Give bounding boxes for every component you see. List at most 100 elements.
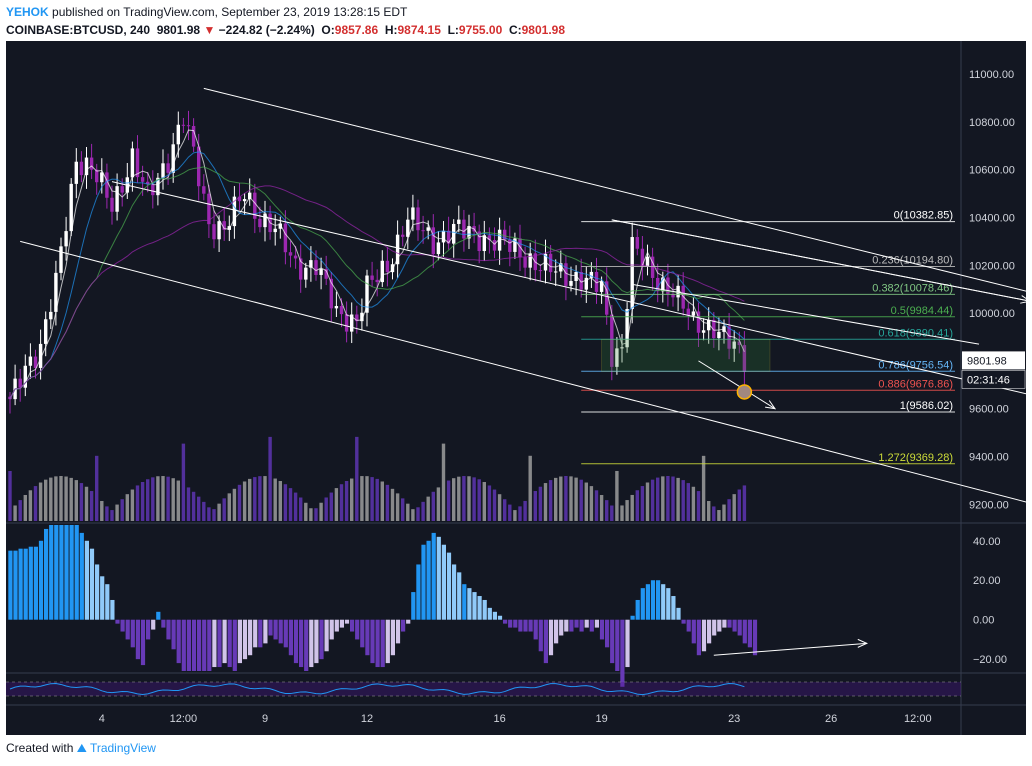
candle-body	[248, 192, 252, 200]
candle-body	[130, 148, 135, 178]
candle-body	[656, 277, 660, 292]
macd-bar	[140, 619, 146, 666]
time-tick-label: 26	[825, 713, 837, 725]
macd-bar	[324, 619, 329, 652]
macd-bar	[232, 619, 237, 671]
volume-bar	[589, 486, 594, 521]
candle-body	[344, 314, 349, 332]
volume-bar	[691, 486, 696, 521]
time-tick-label: 12	[361, 713, 373, 725]
candle-body	[365, 275, 369, 313]
macd-bar	[18, 548, 23, 620]
candle-body	[717, 331, 721, 339]
volume-bar	[135, 485, 140, 521]
volume-bar	[33, 486, 38, 521]
macd-bar	[528, 619, 533, 632]
volume-bar	[467, 476, 471, 521]
down-triangle-icon: ▼	[203, 23, 216, 37]
candle-body	[23, 365, 27, 388]
chart-canvas[interactable]: 9200.009400.009600.009800.0010000.001020…	[6, 41, 1026, 735]
candle-body	[599, 281, 604, 292]
volume-bar	[242, 481, 247, 521]
candle-body	[339, 306, 344, 315]
candle-body	[222, 221, 226, 230]
macd-bar	[605, 619, 610, 648]
candle-body	[732, 341, 736, 349]
candle-body	[727, 326, 731, 349]
macd-bar	[487, 607, 492, 620]
candle-body	[176, 124, 180, 145]
volume-bar	[171, 478, 175, 521]
volume-bar	[176, 480, 180, 521]
candle-body	[620, 347, 624, 349]
macd-bar	[411, 592, 416, 620]
volume-bar	[365, 476, 369, 521]
volume-bar	[253, 477, 257, 521]
volume-bar	[416, 507, 420, 521]
volume-bar	[452, 478, 456, 521]
candle-body	[28, 356, 33, 366]
macd-bar	[278, 619, 283, 644]
macd-bar	[732, 619, 737, 632]
price-tick-label: 10000.00	[969, 308, 1015, 320]
candle-body	[635, 237, 639, 249]
candle-body	[166, 163, 170, 173]
macd-bar	[380, 619, 385, 668]
candle-body	[202, 186, 206, 194]
candle-body	[523, 257, 527, 268]
candle-body	[610, 314, 614, 367]
volume-bar	[69, 477, 73, 521]
volume-bar	[100, 500, 104, 521]
macd-bar	[69, 525, 74, 620]
volume-bar	[110, 510, 114, 521]
macd-bar	[722, 619, 727, 628]
time-tick-label: 19	[595, 713, 607, 725]
candle-body	[146, 181, 150, 185]
macd-bar	[574, 619, 579, 628]
candle-body	[309, 260, 313, 268]
publisher-name[interactable]: YEHOK	[6, 5, 49, 19]
macd-bar	[462, 584, 467, 620]
candle-body	[89, 157, 94, 170]
volume-bar	[237, 484, 242, 521]
volume-bar	[28, 490, 33, 521]
candle-body	[584, 277, 588, 290]
macd-bar	[202, 619, 207, 671]
macd-bar	[742, 619, 747, 644]
volume-bar	[620, 505, 624, 521]
volume-bar	[462, 476, 466, 521]
macd-bar	[554, 619, 559, 644]
candle-body	[589, 271, 594, 278]
candle-body	[380, 260, 384, 283]
fib-level-label: 1.272(9369.28)	[878, 452, 953, 464]
chart-area[interactable]: 9200.009400.009600.009800.0010000.001020…	[6, 41, 1026, 735]
volume-bar	[181, 443, 186, 521]
volume-bar	[732, 494, 736, 521]
volume-bar	[89, 491, 94, 521]
volume-bar	[645, 482, 650, 521]
volume-bar	[309, 508, 313, 521]
volume-bar	[151, 477, 155, 521]
candle-body	[237, 196, 242, 202]
macd-bar	[28, 546, 33, 620]
macd-bar	[130, 619, 135, 648]
candle-body	[329, 278, 333, 309]
high-value: 9874.15	[397, 23, 441, 37]
macd-bar	[135, 619, 140, 660]
volume-bar	[436, 487, 441, 521]
candle-body	[742, 345, 747, 372]
macd-bar	[191, 619, 197, 671]
macd-bar	[691, 619, 696, 644]
macd-bar	[589, 619, 594, 632]
macd-bar	[406, 619, 411, 624]
tradingview-brand[interactable]: TradingView	[89, 741, 156, 755]
volume-bar	[457, 476, 461, 521]
fib-level-label: 0.382(10078.46)	[872, 282, 953, 294]
macd-bar	[334, 619, 339, 632]
volume-bar	[202, 501, 206, 521]
fib-level-label: 0.786(9756.54)	[878, 359, 953, 371]
macd-bar	[441, 544, 446, 620]
oscillator-line	[9, 682, 745, 696]
candle-body	[197, 146, 201, 187]
candle-body	[140, 177, 145, 182]
